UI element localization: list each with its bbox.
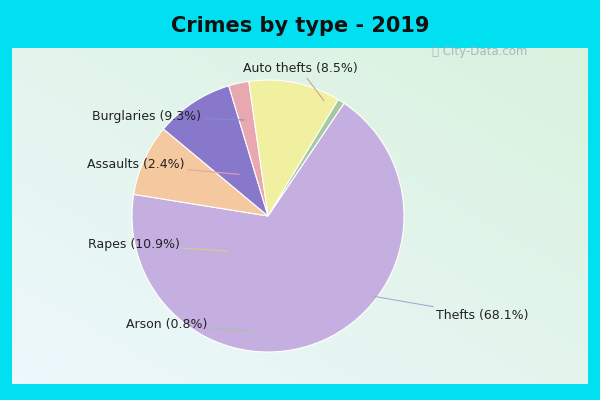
- Text: Assaults (2.4%): Assaults (2.4%): [88, 158, 239, 174]
- Wedge shape: [229, 81, 268, 216]
- Text: Burglaries (9.3%): Burglaries (9.3%): [92, 110, 244, 123]
- Text: Rapes (10.9%): Rapes (10.9%): [88, 238, 228, 251]
- Wedge shape: [134, 129, 268, 216]
- Text: ⓘ City-Data.com: ⓘ City-Data.com: [433, 46, 527, 58]
- Wedge shape: [249, 80, 338, 216]
- Text: Crimes by type - 2019: Crimes by type - 2019: [171, 16, 429, 36]
- Text: Auto thefts (8.5%): Auto thefts (8.5%): [242, 62, 358, 101]
- Text: Thefts (68.1%): Thefts (68.1%): [372, 296, 529, 322]
- Text: Arson (0.8%): Arson (0.8%): [126, 318, 252, 331]
- Wedge shape: [268, 100, 344, 216]
- Wedge shape: [163, 86, 268, 216]
- Wedge shape: [132, 103, 404, 352]
